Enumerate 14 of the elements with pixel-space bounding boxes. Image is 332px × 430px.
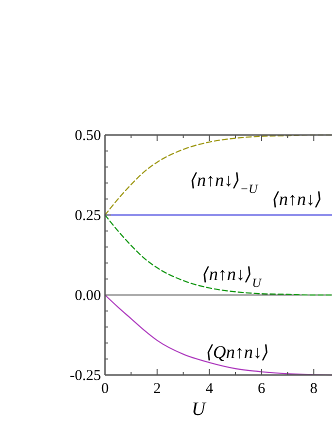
series-label: ⟨n↑n↓⟩$_{U}$ [202, 264, 262, 290]
y-tick-label: 0.25 [74, 208, 101, 224]
x-tick-label: 2 [153, 381, 161, 397]
series-label: ⟨n↑n↓⟩$_{−U}$ [190, 170, 259, 196]
x-tick-label: 6 [258, 381, 266, 397]
y-tick-label: 0.50 [74, 128, 101, 144]
x-tick-label: 0 [101, 381, 109, 397]
y-tick-label: -0.25 [70, 368, 101, 384]
x-axis-title: U [192, 399, 207, 420]
series-label: ⟨Qn↑n↓⟩ [206, 342, 270, 362]
series-label: ⟨n↑n↓⟩ [272, 189, 322, 209]
y-tick-label: 0.00 [74, 288, 101, 304]
x-tick-label: 8 [310, 381, 318, 397]
x-tick-label: 4 [206, 381, 214, 397]
